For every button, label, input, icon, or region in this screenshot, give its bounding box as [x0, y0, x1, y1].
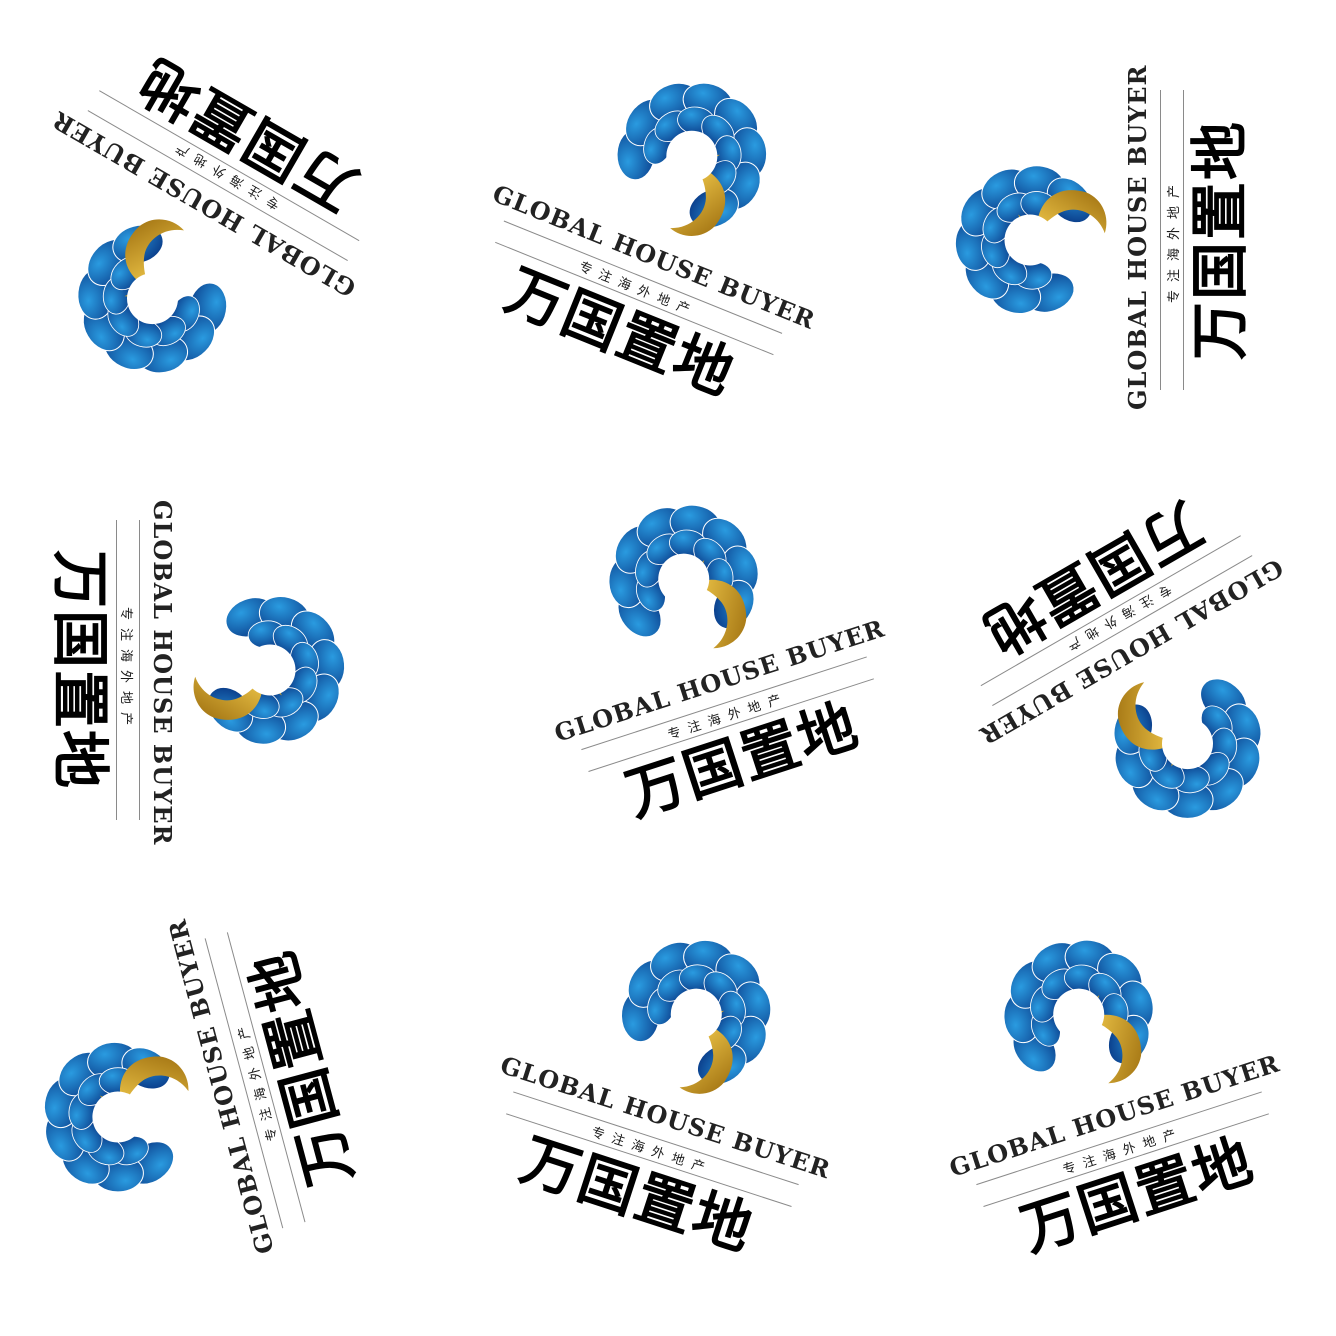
gold-crest-shape: [193, 676, 264, 720]
swirl-emblem-icon: [620, 939, 772, 1094]
logo-tile: GLOBAL HOUSE BUYER 专注海外地产 万国置地: [30, 916, 370, 1265]
swirl-emblem-icon: [193, 596, 346, 745]
brand-logo: GLOBAL HOUSE BUYER 专注海外地产 万国置地: [913, 438, 1336, 902]
divider-line: [116, 520, 117, 820]
chinese-brand-name: 万国置地: [46, 549, 114, 790]
gold-crest-shape: [1036, 190, 1107, 234]
gold-crest-shape: [119, 1056, 189, 1106]
logo-tile: GLOBAL HOUSE BUYER 专注海外地产 万国置地: [497, 925, 840, 1265]
english-brand-name: GLOBAL HOUSE BUYER: [1123, 64, 1152, 411]
brand-logo: GLOBAL HOUSE BUYER 专注海外地产 万国置地: [0, 0, 427, 457]
swirl-emblem-icon: [1113, 678, 1262, 819]
swirl-emblem-icon: [954, 165, 1107, 314]
brand-logo: GLOBAL HOUSE BUYER 专注海外地产 万国置地: [496, 446, 924, 874]
brand-tagline: 专注海外地产: [118, 606, 133, 733]
gold-crest-shape: [1090, 1014, 1142, 1084]
logo-tile: GLOBAL HOUSE BUYER 专注海外地产 万国置地: [540, 490, 888, 830]
logo-tile: GLOBAL HOUSE BUYER 专注海外地产 万国置地: [935, 925, 1283, 1265]
chinese-brand-name: 万国置地: [1186, 120, 1254, 361]
logo-tile: GLOBAL HOUSE BUYER 专注海外地产 万国置地: [25, 45, 368, 395]
gold-crest-shape: [695, 579, 747, 649]
brand-logo: GLOBAL HOUSE BUYER 专注海外地产 万国置地: [945, 64, 1285, 411]
brand-logo: GLOBAL HOUSE BUYER 专注海外地产 万国置地: [0, 887, 408, 1303]
divider-line: [1183, 90, 1184, 390]
swirl-emblem-icon: [616, 82, 768, 236]
brand-logo: GLOBAL HOUSE BUYER 专注海外地产 万国置地: [15, 500, 355, 846]
brand-logo: GLOBAL HOUSE BUYER 专注海外地产 万国置地: [891, 881, 1319, 1309]
logo-tile: GLOBAL HOUSE BUYER 专注海外地产 万国置地: [489, 65, 830, 409]
brand-logo: GLOBAL HOUSE BUYER 专注海外地产 万国置地: [439, 14, 882, 457]
logo-tile: GLOBAL HOUSE BUYER 专注海外地产 万国置地: [945, 64, 1285, 411]
english-brand-name: GLOBAL HOUSE BUYER: [148, 500, 177, 846]
logo-tile: GLOBAL HOUSE BUYER 专注海外地产 万国置地: [972, 490, 1315, 840]
swirl-emblem-icon: [43, 1041, 189, 1193]
divider-line: [139, 520, 140, 820]
swirl-emblem-icon: [77, 219, 228, 374]
gold-crest-shape: [1117, 682, 1176, 750]
swirl-emblem-icon: [608, 504, 759, 649]
divider-line: [1160, 90, 1161, 390]
swirl-emblem-icon: [1003, 939, 1154, 1084]
gold-crest-shape: [125, 219, 185, 288]
gold-crest-shape: [679, 1023, 733, 1094]
brand-tagline: 专注海外地产: [1167, 177, 1182, 304]
logo-tile: GLOBAL HOUSE BUYER 专注海外地产 万国置地: [15, 500, 355, 846]
brand-logo: GLOBAL HOUSE BUYER 专注海外地产 万国置地: [456, 881, 884, 1309]
gold-crest-shape: [670, 166, 726, 236]
